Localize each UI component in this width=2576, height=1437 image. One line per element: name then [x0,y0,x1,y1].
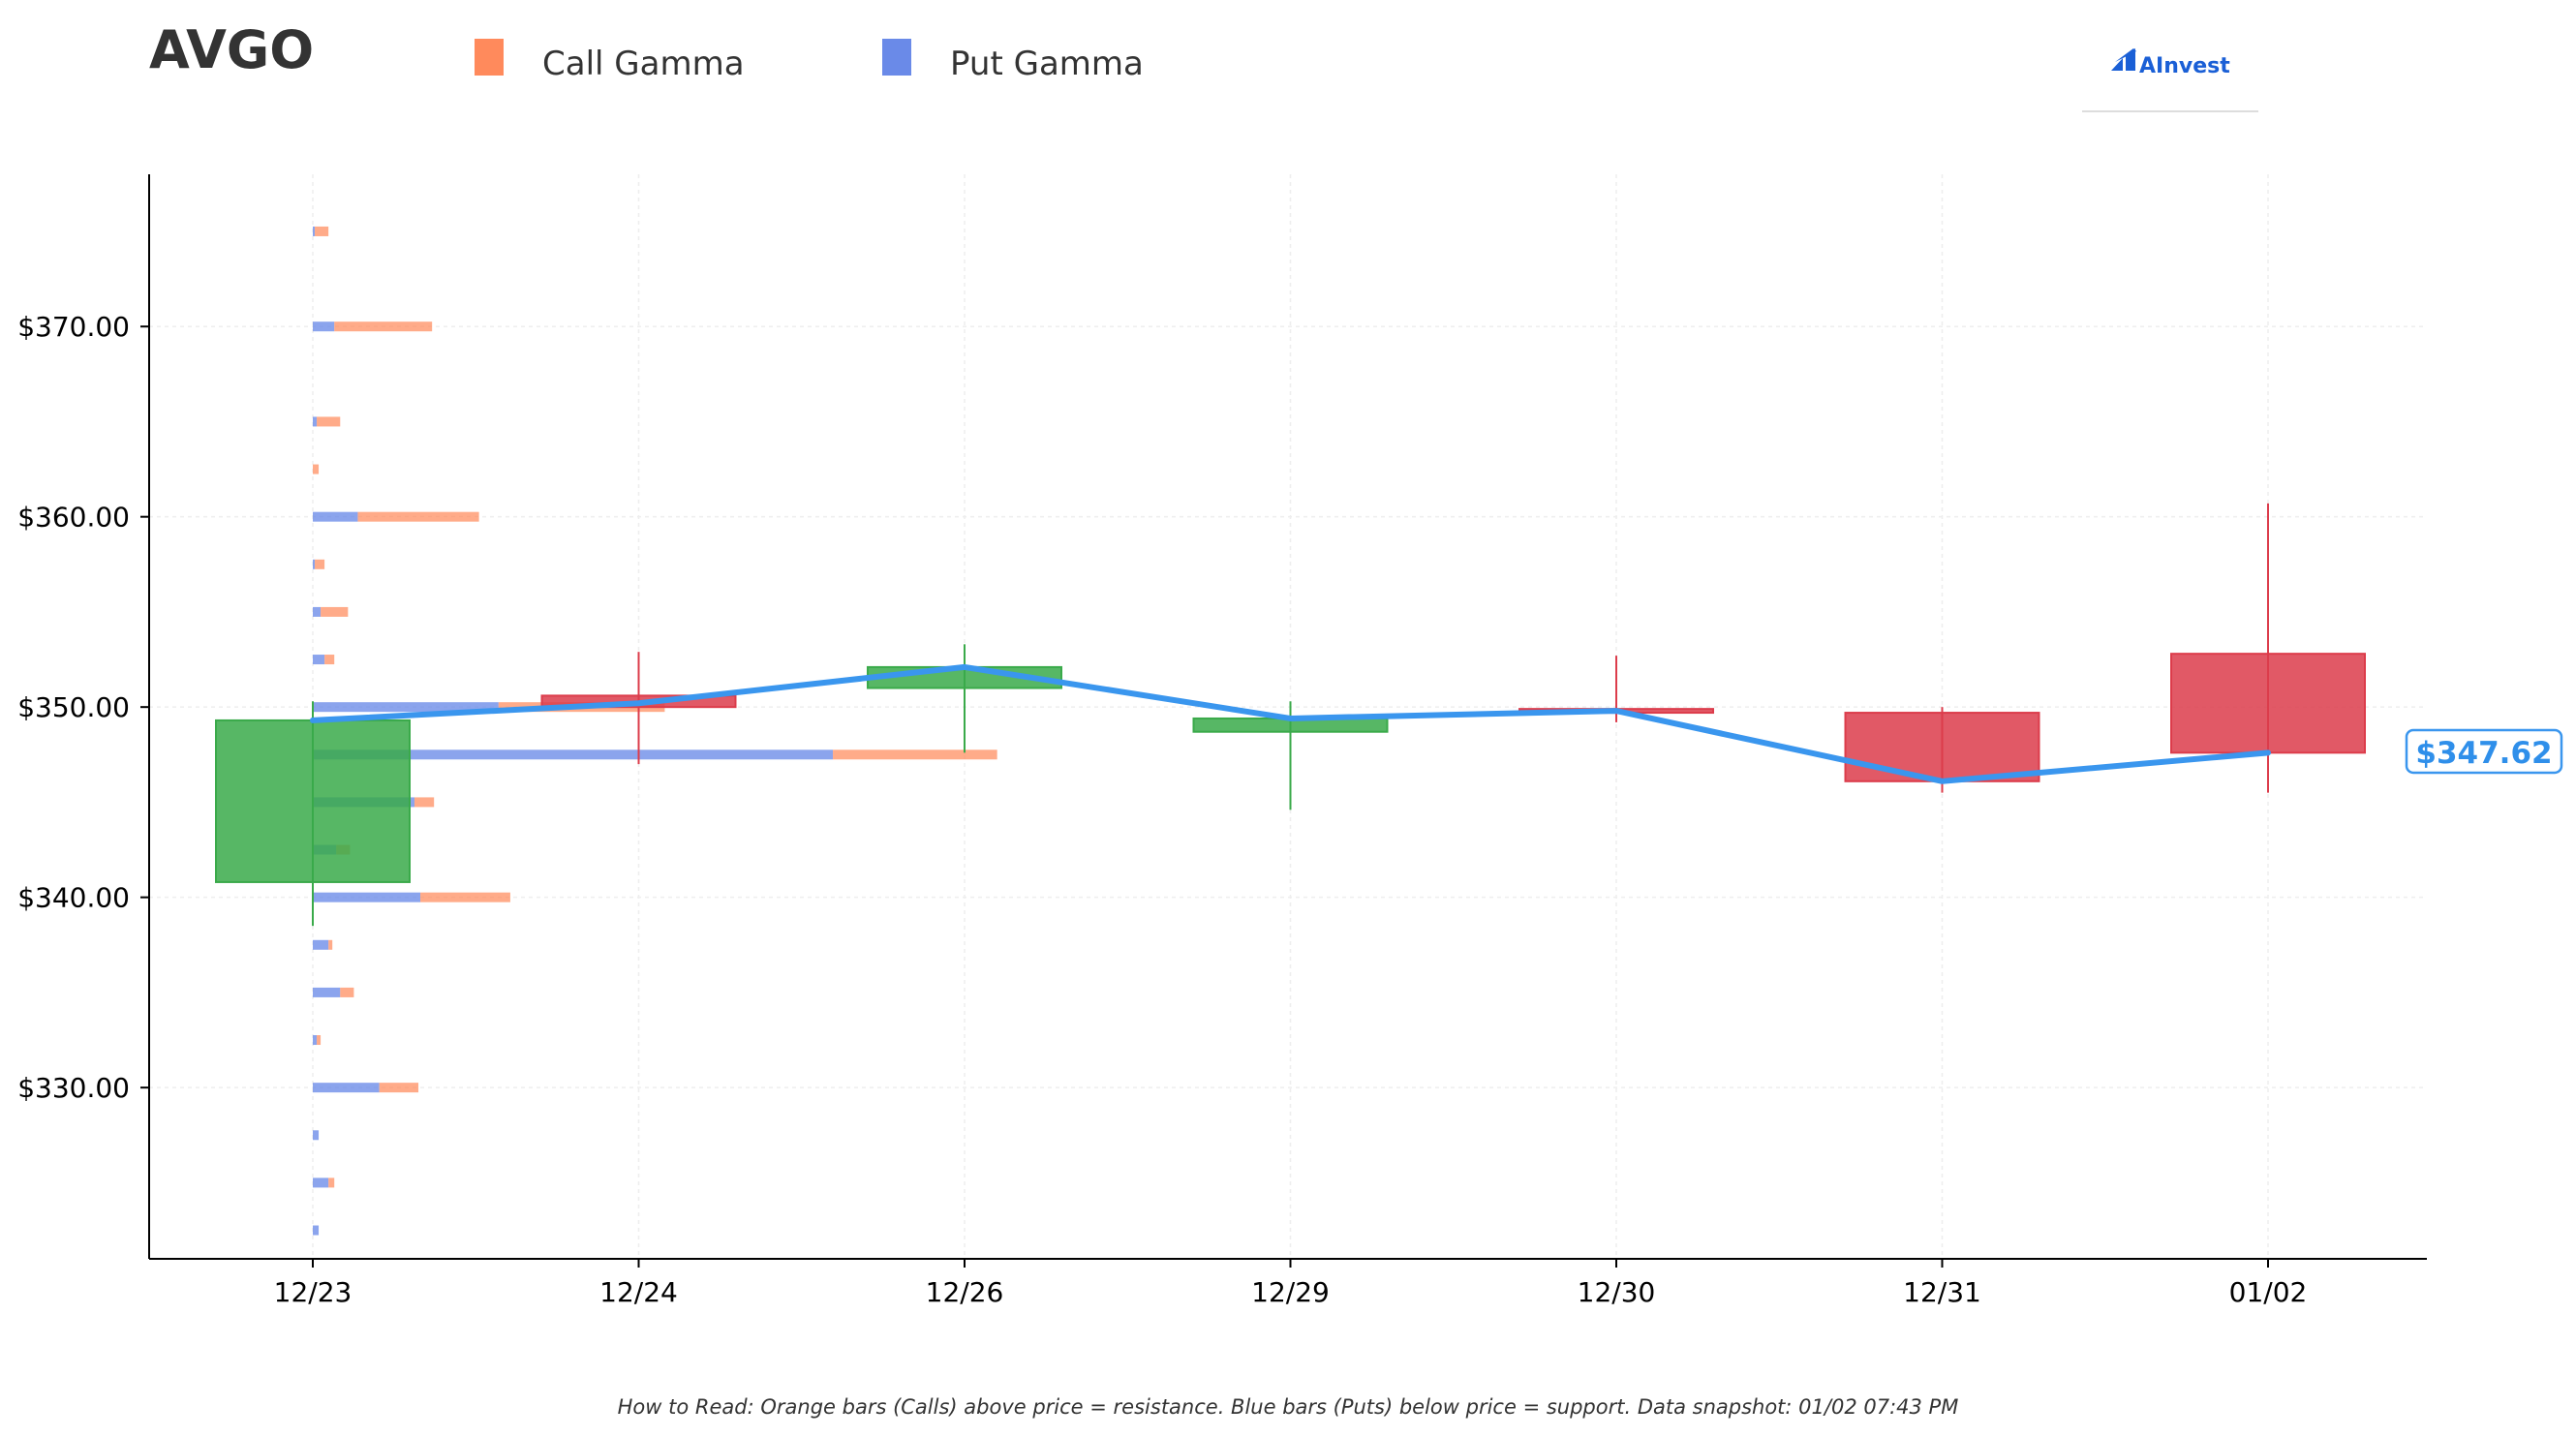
logo-text: AInvest [2139,54,2230,78]
put-gamma-bar [313,416,318,427]
call-gamma-bar [328,939,333,950]
y-tick-label: $330.00 [17,1072,130,1104]
x-tick-label: 12/23 [274,1276,353,1308]
close-price-line [310,663,2271,784]
put-gamma-bar [313,511,358,522]
call-gamma-bar [414,797,435,808]
call-gamma-bar [317,416,341,427]
put-gamma-bar [313,1225,320,1236]
x-tick-label: 12/30 [1578,1276,1656,1308]
put-gamma-bar [313,1177,329,1188]
put-gamma-bar [313,321,335,332]
x-tick-label: 01/02 [2229,1276,2308,1308]
call-gamma-bar [334,321,433,332]
gamma-bars [313,226,997,1236]
x-tick-label: 12/26 [926,1276,1004,1308]
call-gamma-bar [321,606,349,617]
put-gamma-bar [313,987,341,997]
current-price-label: $347.62 [2405,728,2563,775]
legend-swatch-put-gamma [882,39,911,76]
logo-mark-icon [2111,48,2136,71]
legend-label-call-gamma: Call Gamma [542,45,745,83]
candle-body [1844,712,2040,782]
put-gamma-bar [313,1083,380,1093]
y-tick-label: $360.00 [17,502,130,534]
current-price-text: $347.62 [2415,736,2552,771]
x-tick-label: 12/24 [599,1276,678,1308]
put-gamma-bar [313,226,316,236]
y-tick-label: $340.00 [17,882,130,914]
y-tick-label: $350.00 [17,691,130,723]
chart-title: AVGO [149,19,314,80]
call-gamma-bar [315,559,325,569]
ainvest-logo: AInvest [2082,48,2258,112]
call-gamma-bar [317,1035,322,1046]
x-tick-label: 12/29 [1251,1276,1330,1308]
candles [215,503,2366,927]
call-gamma-bar [833,749,997,760]
call-gamma-bar [324,655,335,665]
put-gamma-bar [313,655,325,665]
x-tick-label: 12/31 [1903,1276,1981,1308]
put-gamma-bar [313,559,316,569]
current-price-box [2405,728,2563,775]
y-tick-label: $370.00 [17,311,130,343]
put-gamma-bar [313,892,421,902]
footer-note: How to Read: Orange bars (Calls) above p… [618,1395,1959,1419]
put-gamma-bar [313,702,499,713]
call-gamma-bar [379,1083,419,1093]
call-gamma-bar [340,987,354,997]
put-gamma-bar [313,606,322,617]
put-gamma-bar [313,1035,318,1046]
candle-body [215,718,411,883]
put-gamma-bar [313,749,834,760]
legend: Call Gamma Put Gamma [475,39,1144,83]
close-line-layer [310,663,2271,784]
candle-body [2170,653,2366,754]
axes: $330.00 $340.00 $350.00 $360.00 $370.00 12/23… [17,174,2427,1308]
legend-label-put-gamma: Put Gamma [950,45,1144,83]
call-gamma-bar [328,1177,335,1188]
call-gamma-bar [420,892,510,902]
call-gamma-bar [313,464,320,474]
legend-swatch-call-gamma [475,39,504,76]
call-gamma-bar [357,511,479,522]
put-gamma-bar [313,1130,320,1141]
put-gamma-bar [313,939,329,950]
call-gamma-bar [315,226,329,236]
